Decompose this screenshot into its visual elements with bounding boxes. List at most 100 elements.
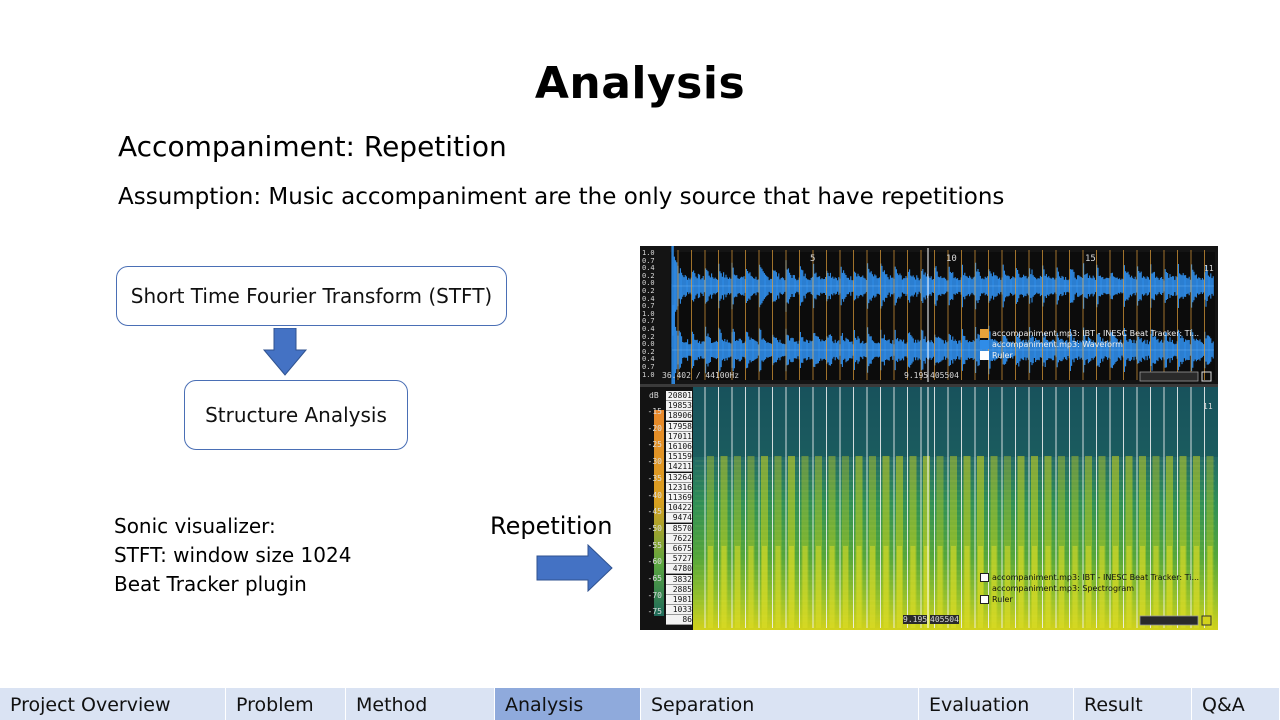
frequency-scale-label: 12316 (666, 482, 692, 493)
nav-tab-qa[interactable]: Q&A (1192, 688, 1280, 720)
db-scale-label: -55 (647, 540, 662, 550)
zoom-thumb[interactable] (1139, 371, 1199, 382)
db-scale-label: -25 (647, 440, 662, 450)
sonic-visualiser-screenshot: 1.0 0.7 0.4 0.2 0.0 0.2 0.4 0.7 1.0 0.7 0.4 0.2 0.0 0… (640, 246, 1218, 630)
waveform-scale-label: 0.4 (642, 355, 655, 364)
db-color-scale (654, 410, 664, 616)
db-scale-label: -60 (647, 557, 662, 567)
db-scale-label: -65 (647, 574, 662, 583)
nav-tab-result[interactable]: Result (1074, 688, 1192, 720)
repetition-label: Repetition (490, 512, 613, 540)
legend-swatch (980, 595, 989, 604)
note-line: STFT: window size 1024 (114, 543, 352, 567)
assumption-text: Assumption: Music accompaniment are the … (118, 184, 1005, 210)
frequency-scale-label: 10422 (666, 503, 692, 514)
db-scale-label: -70 (647, 590, 662, 600)
pane-toggle[interactable] (1201, 371, 1212, 382)
waveform-scale-label: 0.7 (642, 302, 655, 311)
layer-legend-item[interactable]: accompaniment.mp3: IBT - INESC Beat Trac… (980, 573, 1199, 582)
nav-tab-problem[interactable]: Problem (226, 688, 346, 720)
frequency-scale-label: 15159 (666, 452, 692, 463)
position-readout: 405504 (930, 371, 959, 380)
db-scale-label: -75 (647, 607, 662, 617)
frequency-scale-label: 16106 (666, 442, 692, 452)
slide-title: Analysis (534, 58, 746, 109)
waveform-scale-label: 0.2 (642, 347, 655, 356)
waveform-scale-label: 1.0 (642, 249, 655, 257)
legend-swatch (980, 329, 989, 338)
frequency-scale-label: 86 (666, 615, 692, 626)
layer-legend-item[interactable]: Ruler (980, 595, 1013, 604)
layer-legend-item[interactable]: accompaniment.mp3: Waveform (980, 340, 1123, 349)
nav-tab-separation[interactable]: Separation (641, 688, 919, 720)
frequency-scale-label: 8570 (666, 523, 692, 534)
frequency-scale-label: 18906 (666, 411, 692, 422)
zoom-thumb-spec[interactable] (1139, 615, 1199, 626)
waveform-scale-label: 0.0 (642, 279, 655, 288)
nav-tab-analysis[interactable]: Analysis (495, 688, 641, 720)
db-scale-label: -45 (647, 507, 662, 517)
db-scale-label: -40 (647, 490, 662, 500)
note-line: Sonic visualizer: (114, 514, 276, 538)
waveform-scale-label: 1.0 (642, 309, 655, 318)
waveform-scale-label: 0.7 (642, 363, 655, 371)
time-marker: 5 (810, 254, 816, 264)
frequency-scale-label: 13264 (666, 472, 692, 483)
legend-swatch (980, 584, 989, 593)
pane-toggle-spec[interactable] (1201, 615, 1212, 626)
beat-markers-spectrogram (704, 387, 1205, 628)
nav-tab-project-overview[interactable]: Project Overview (0, 688, 226, 720)
frequency-scale-label: 1033 (666, 605, 692, 616)
notes-block: Sonic visualizer: STFT: window size 1024… (114, 512, 351, 599)
db-scale-label: -15 (647, 407, 662, 416)
db-scale-label: -50 (647, 523, 662, 533)
db-scale-label: -20 (647, 423, 662, 433)
nav-tab-method[interactable]: Method (346, 688, 495, 720)
position-readout: 36.402 / 44100Hz (662, 371, 740, 380)
db-scale-label: -35 (647, 473, 662, 483)
waveform-scale-label: 0.4 (642, 325, 655, 333)
frequency-scale-label: 4780 (666, 564, 692, 575)
waveform-scale-label: 0.7 (642, 317, 655, 326)
section-nav-bar: Project Overview Problem Method Analysis… (0, 688, 1280, 720)
time-marker: 10 (946, 254, 957, 264)
waveform-scale-label: 0.2 (642, 271, 655, 280)
nav-tab-evaluation[interactable]: Evaluation (919, 688, 1074, 720)
layer-legend-item[interactable]: accompaniment.mp3: IBT - INESC Beat Trac… (980, 329, 1199, 338)
time-marker: 15 (1085, 254, 1096, 264)
waveform-scale-label: 1.0 (642, 370, 655, 379)
note-line: Beat Tracker plugin (114, 572, 307, 596)
db-unit-label: dB (649, 391, 659, 400)
visualizer-canvas (640, 246, 1218, 630)
frequency-scale-label: 5727 (666, 554, 692, 565)
slide-subtitle: Accompaniment: Repetition (118, 130, 507, 163)
waveform-scale-label: 0.4 (642, 294, 655, 303)
legend-swatch (980, 340, 989, 349)
waveform-scale-label: 0.4 (642, 264, 655, 273)
layer-legend-item[interactable]: accompaniment.mp3: Spectrogram (980, 584, 1134, 593)
stft-box: Short Time Fourier Transform (STFT) (116, 266, 507, 326)
frequency-scale-label: 11369 (666, 493, 692, 503)
frequency-scale-label: 1981 (666, 595, 692, 605)
layer-legend-item[interactable]: Ruler (980, 351, 1013, 360)
legend-swatch (980, 351, 989, 360)
db-scale-label: -30 (647, 457, 662, 467)
frequency-scale-label: 9474 (666, 513, 692, 524)
position-readout: 9.195 (904, 371, 929, 380)
frequency-scale-label: 19853 (666, 401, 692, 412)
position-readout: 9.195 (903, 615, 928, 624)
legend-swatch (980, 573, 989, 582)
waveform-scale-label: 0.7 (642, 256, 655, 265)
waveform-scale-label: 0.2 (642, 287, 655, 295)
structure-analysis-box: Structure Analysis (184, 380, 408, 450)
spectrogram-beat-stripes (695, 456, 1215, 628)
frequency-scale-label: 2885 (666, 584, 692, 595)
frequency-scale-label: 14211 (666, 462, 692, 473)
waveform-scale-label: 0.2 (642, 332, 655, 341)
frequency-scale-label: 3832 (666, 574, 692, 585)
time-marker: 11 (1203, 402, 1213, 411)
waveform-scale-label: 0.0 (642, 340, 655, 349)
frequency-scale-label: 20801 (666, 391, 692, 401)
position-readout: 405504 (930, 615, 959, 624)
frequency-scale-label: 17011 (666, 431, 692, 442)
